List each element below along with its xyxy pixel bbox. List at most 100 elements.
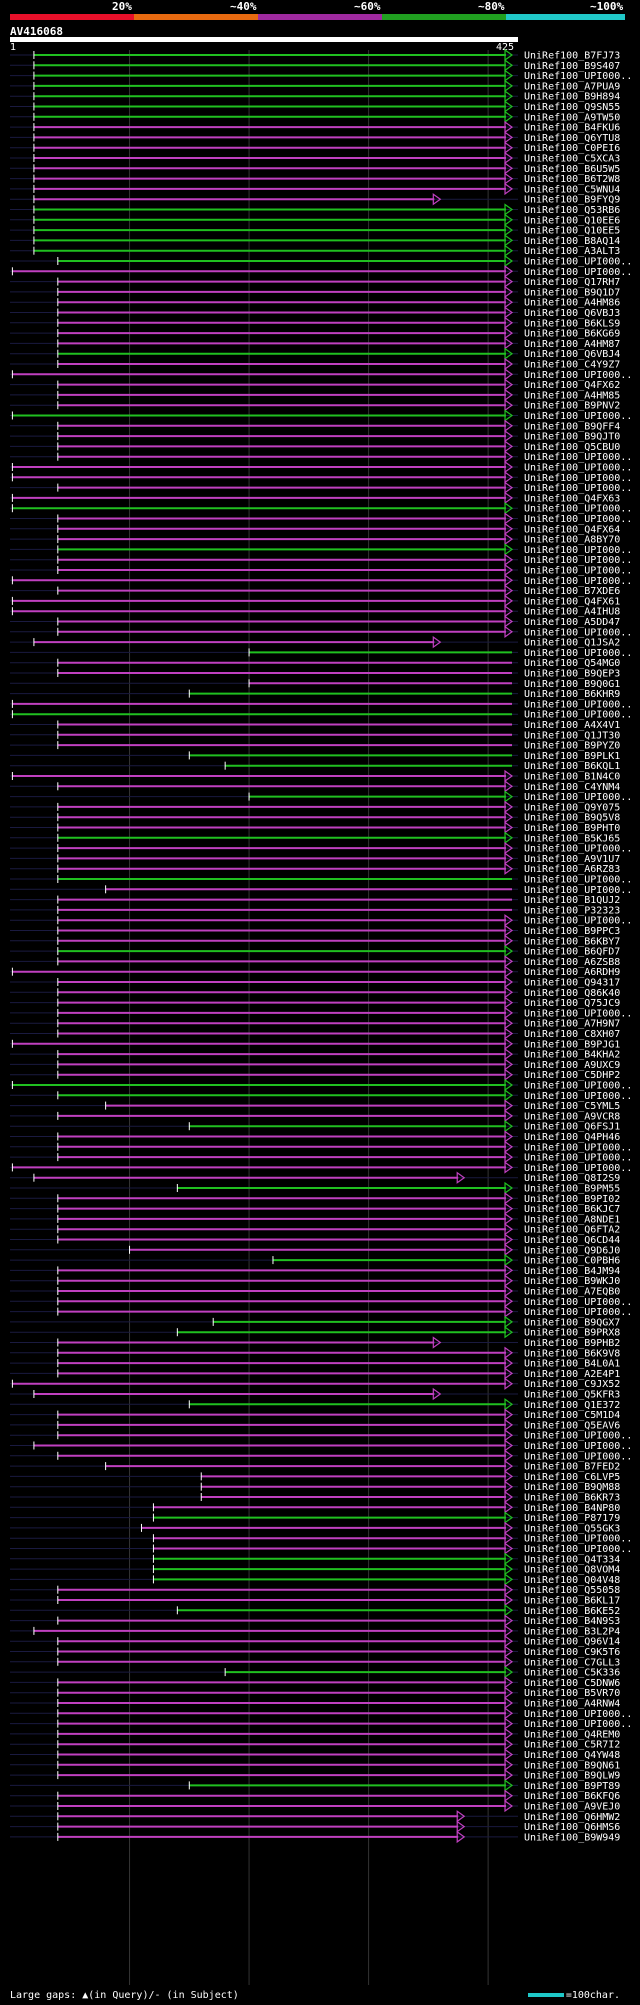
hit-row[interactable]: UniRef100_Q5CBU0 (10, 440, 620, 453)
hit-row[interactable]: UniRef100_B9QN61 (10, 1758, 620, 1772)
hit-label[interactable]: UniRef100_A7H9N7 (524, 1019, 620, 1030)
hit-row[interactable]: UniRef100_UPI000.. (10, 1006, 632, 1020)
hit-row[interactable]: UniRef100_C0PEI6 (10, 141, 620, 155)
hit-label[interactable]: UniRef100_Q6HMW2 (524, 1812, 620, 1823)
hit-row[interactable]: UniRef100_B7FED2 (10, 1459, 620, 1473)
hit-label[interactable]: UniRef100_B9PT89 (524, 1781, 620, 1792)
hit-row[interactable]: UniRef100_B9PYZ0 (10, 741, 620, 752)
hit-label[interactable]: UniRef100_Q4T334 (524, 1554, 620, 1565)
hit-label[interactable]: UniRef100_B6KBY7 (524, 936, 620, 947)
hit-row[interactable]: UniRef100_B4L0A1 (10, 1356, 620, 1370)
hit-row[interactable]: UniRef100_Q17RH7 (10, 275, 620, 289)
hit-row[interactable]: UniRef100_B9Q5V8 (10, 811, 620, 824)
hit-label[interactable]: UniRef100_Q6CD44 (524, 1235, 620, 1246)
hit-label[interactable]: UniRef100_B7XDE6 (524, 586, 620, 597)
hit-row[interactable]: UniRef100_UPI000.. (10, 254, 632, 268)
hit-label[interactable]: UniRef100_Q96V14 (524, 1637, 620, 1648)
hit-label[interactable]: UniRef100_B9PNV2 (524, 401, 620, 412)
hit-label[interactable]: UniRef100_Q4REM0 (524, 1729, 620, 1740)
hit-label[interactable]: UniRef100_Q5EAV6 (524, 1420, 620, 1431)
hit-label[interactable]: UniRef100_Q8VOM4 (524, 1565, 620, 1576)
hit-row[interactable]: UniRef100_Q5KFR3 (10, 1387, 620, 1401)
hit-label[interactable]: UniRef100_B9PI02 (524, 1194, 620, 1205)
hit-row[interactable]: UniRef100_B7XDE6 (10, 584, 620, 598)
hit-row[interactable]: UniRef100_B6KJC7 (10, 1202, 620, 1216)
hit-row[interactable]: UniRef100_B1QUJ2 (10, 895, 620, 906)
hit-label[interactable]: UniRef100_UPI000.. (524, 370, 632, 381)
hit-row[interactable]: UniRef100_Q10EE5 (10, 223, 620, 237)
hit-row[interactable]: UniRef100_UPI000.. (10, 841, 632, 855)
hit-row[interactable]: UniRef100_Q4FX64 (10, 522, 620, 536)
hit-row[interactable]: UniRef100_UPI000.. (10, 460, 632, 474)
hit-label[interactable]: UniRef100_A9V1U7 (524, 854, 620, 865)
hit-label[interactable]: UniRef100_UPI000.. (524, 411, 632, 422)
hit-row[interactable]: UniRef100_B7FJ73 (10, 48, 620, 62)
hit-row[interactable]: UniRef100_Q54MG0 (10, 658, 620, 669)
hit-row[interactable]: UniRef100_B6KLS9 (10, 316, 620, 330)
hit-row[interactable]: UniRef100_B6T2W8 (10, 172, 620, 186)
hit-label[interactable]: UniRef100_B1QUJ2 (524, 895, 620, 906)
hit-label[interactable]: UniRef100_B4L0A1 (524, 1359, 620, 1370)
hit-row[interactable]: UniRef100_Q8VOM4 (10, 1562, 620, 1576)
hit-label[interactable]: UniRef100_UPI000.. (524, 1081, 632, 1092)
hit-label[interactable]: UniRef100_Q6FSJ1 (524, 1122, 620, 1133)
hit-label[interactable]: UniRef100_B9FYQ9 (524, 195, 620, 206)
hit-row[interactable]: UniRef100_B6K9V8 (10, 1346, 620, 1360)
hit-label[interactable]: UniRef100_B6KR73 (524, 1493, 620, 1504)
hit-label[interactable]: UniRef100_A5DD47 (524, 617, 620, 628)
hit-label[interactable]: UniRef100_Q6FTA2 (524, 1225, 620, 1236)
hit-row[interactable]: UniRef100_Q4FX61 (10, 594, 620, 608)
hit-row[interactable]: UniRef100_C5DNW6 (10, 1676, 620, 1689)
hit-row[interactable]: UniRef100_B9QM88 (10, 1480, 620, 1494)
hit-row[interactable]: UniRef100_UPI000.. (10, 1429, 632, 1442)
hit-row[interactable]: UniRef100_C0PBH6 (10, 1253, 620, 1267)
hit-label[interactable]: UniRef100_A8BY70 (524, 535, 620, 546)
hit-label[interactable]: UniRef100_Q04V48 (524, 1575, 620, 1586)
hit-row[interactable]: UniRef100_UPI000.. (10, 885, 632, 896)
hit-label[interactable]: UniRef100_B9PLK1 (524, 751, 620, 762)
hit-label[interactable]: UniRef100_A6RDH9 (524, 967, 620, 978)
hit-label[interactable]: UniRef100_C7GLL3 (524, 1657, 620, 1668)
hit-label[interactable]: UniRef100_Q6VBJ3 (524, 308, 620, 319)
hit-row[interactable]: UniRef100_B4JM94 (10, 1264, 620, 1277)
hit-label[interactable]: UniRef100_B6KFQ6 (524, 1791, 620, 1802)
hit-row[interactable]: UniRef100_C7GLL3 (10, 1655, 620, 1669)
hit-row[interactable]: UniRef100_Q1JT30 (10, 730, 620, 741)
hit-row[interactable]: UniRef100_A8NDE1 (10, 1212, 620, 1226)
hit-label[interactable]: UniRef100_UPI000.. (524, 1534, 632, 1545)
hit-row[interactable]: UniRef100_P87179 (10, 1511, 620, 1525)
hit-label[interactable]: UniRef100_C5DHP2 (524, 1070, 620, 1081)
hit-label[interactable]: UniRef100_C5K336 (524, 1668, 620, 1679)
hit-label[interactable]: UniRef100_UPI000.. (524, 473, 632, 484)
hit-label[interactable]: UniRef100_C0PBH6 (524, 1256, 620, 1267)
hit-row[interactable]: UniRef100_Q94317 (10, 975, 620, 989)
hit-label[interactable]: UniRef100_B5KJ65 (524, 833, 620, 844)
hit-label[interactable]: UniRef100_UPI000.. (524, 699, 632, 710)
hit-label[interactable]: UniRef100_C5M1D4 (524, 1410, 620, 1421)
hit-row[interactable]: UniRef100_B5VR70 (10, 1686, 620, 1700)
hit-row[interactable]: UniRef100_Q4YW48 (10, 1748, 620, 1762)
hit-row[interactable]: UniRef100_Q6FSJ1 (10, 1120, 620, 1133)
hit-label[interactable]: UniRef100_Q1JT30 (524, 730, 620, 741)
hit-label[interactable]: UniRef100_B7FJ73 (524, 51, 620, 62)
hit-row[interactable]: UniRef100_C9K5T6 (10, 1645, 620, 1659)
hit-row[interactable]: UniRef100_A4IHU8 (10, 605, 620, 618)
hit-label[interactable]: UniRef100_Q6YTU8 (524, 133, 620, 144)
hit-row[interactable]: UniRef100_B9PI02 (10, 1192, 620, 1205)
hit-row[interactable]: UniRef100_UPI000.. (10, 265, 632, 278)
hit-row[interactable]: UniRef100_B9PNV2 (10, 399, 620, 412)
hit-row[interactable]: UniRef100_B6KFQ6 (10, 1789, 620, 1803)
hit-label[interactable]: UniRef100_Q54MG0 (524, 658, 620, 669)
hit-row[interactable]: UniRef100_A4HM87 (10, 337, 620, 350)
hit-row[interactable]: UniRef100_UPI000.. (10, 471, 632, 484)
hit-row[interactable]: UniRef100_UPI000.. (10, 512, 632, 526)
hit-row[interactable]: UniRef100_Q9Y075 (10, 800, 620, 814)
hit-label[interactable]: UniRef100_B9QEP3 (524, 669, 620, 680)
hit-label[interactable]: UniRef100_Q75JC9 (524, 998, 620, 1009)
hit-row[interactable]: UniRef100_Q04V48 (10, 1573, 620, 1586)
hit-label[interactable]: UniRef100_B9PHB2 (524, 1338, 620, 1349)
hit-row[interactable]: UniRef100_A2E4P1 (10, 1367, 620, 1380)
hit-row[interactable]: UniRef100_Q1JSA2 (10, 635, 620, 649)
hit-label[interactable]: UniRef100_UPI000.. (524, 514, 632, 525)
hit-row[interactable]: UniRef100_UPI000.. (10, 790, 632, 804)
